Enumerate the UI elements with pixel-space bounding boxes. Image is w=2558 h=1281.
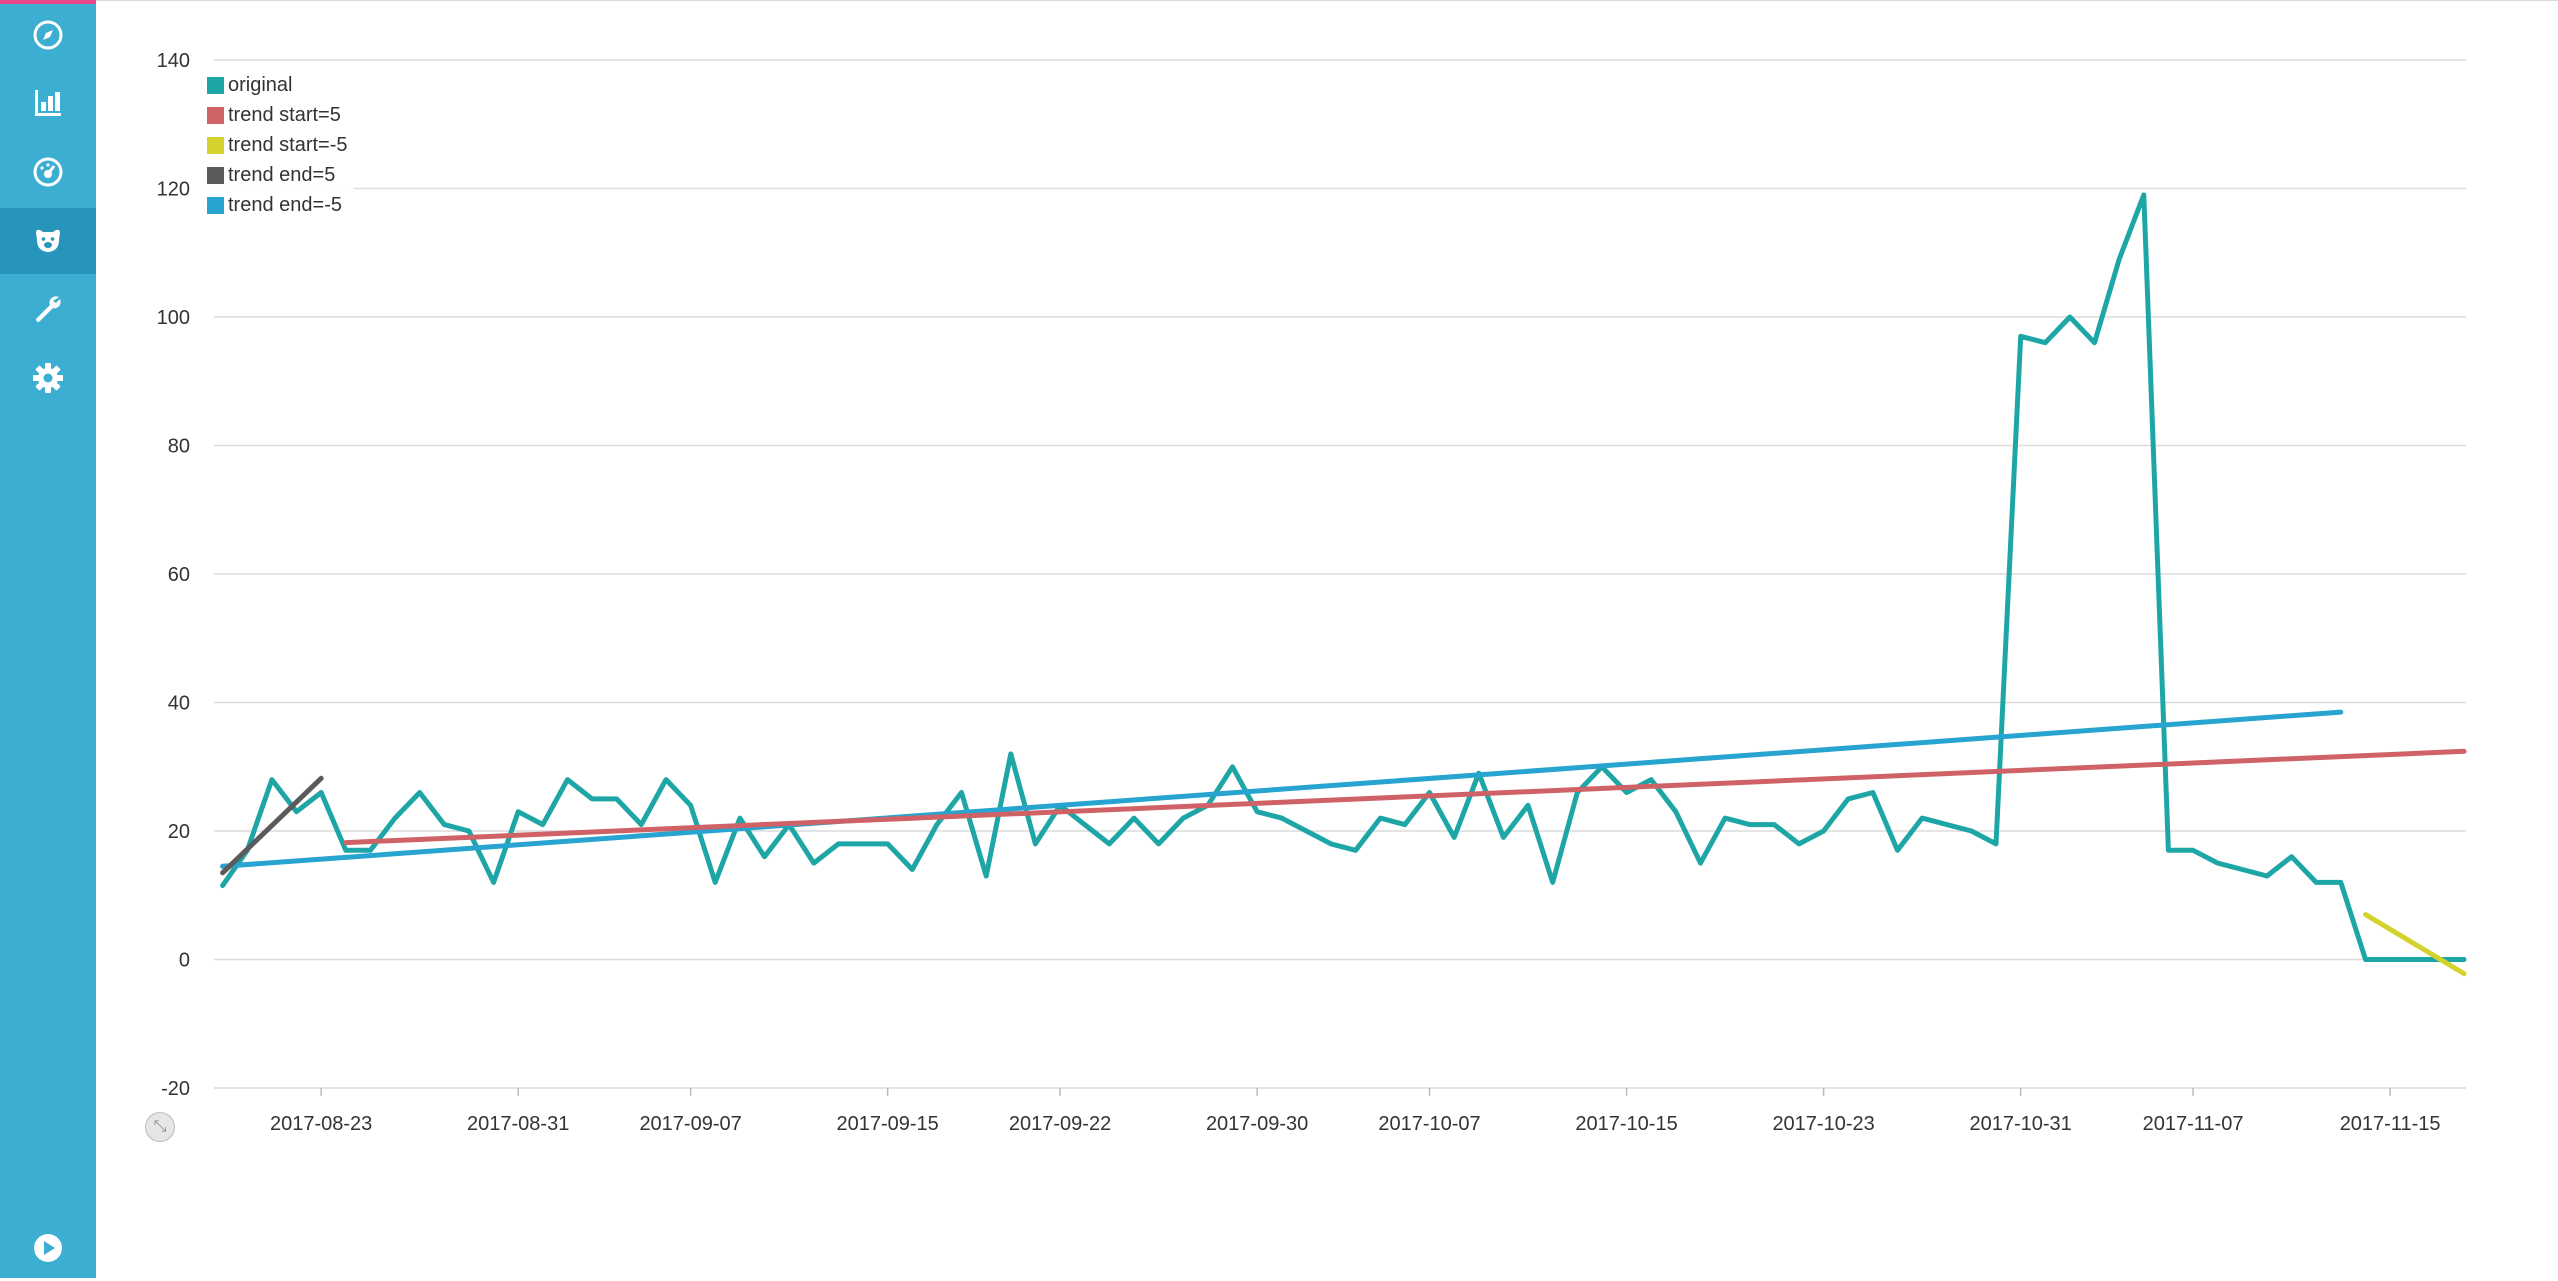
legend-item[interactable]: trend start=5 — [207, 100, 348, 130]
wrench-icon — [36, 296, 61, 322]
series-line-original — [220, 192, 2467, 962]
x-tick-label: 2017-09-30 — [1206, 1113, 1308, 1135]
x-tick-label: 2017-10-15 — [1575, 1113, 1677, 1135]
nav-dashboard[interactable] — [0, 139, 96, 205]
compass-icon — [33, 20, 63, 50]
legend-label: trend end=5 — [228, 163, 336, 186]
y-tick-label: 100 — [157, 307, 190, 329]
x-tick-label: 2017-08-31 — [467, 1113, 569, 1135]
y-tick-label: 40 — [168, 693, 190, 715]
play-icon — [34, 1234, 62, 1262]
legend-swatch — [207, 106, 224, 124]
legend-item[interactable]: trend end=-5 — [207, 190, 348, 220]
y-tick-label: 60 — [168, 564, 190, 586]
legend-swatch — [207, 196, 224, 214]
bar-chart-icon — [35, 90, 61, 116]
y-tick-label: 20 — [168, 821, 190, 843]
reset-zoom-icon: ⤡ — [153, 1118, 167, 1135]
legend-item[interactable]: trend end=5 — [207, 160, 348, 190]
top-border — [96, 0, 2558, 1]
x-tick-label: 2017-11-15 — [2340, 1113, 2441, 1135]
collapse-sidebar-button[interactable] — [0, 1215, 96, 1281]
legend-swatch — [207, 136, 224, 154]
nav-discover[interactable] — [0, 2, 96, 68]
legend-label: original — [228, 73, 293, 96]
x-tick-label: 2017-10-07 — [1378, 1113, 1480, 1135]
series-line-trend-start-5 — [343, 748, 2467, 846]
timelion-chart[interactable]: 140 120 100 80 60 40 20 0 -20 2017-08-23 2017-08-3… — [96, 0, 2558, 1278]
sidebar-accent-bar — [0, 0, 96, 4]
legend-swatch — [207, 76, 224, 94]
series-line-trend-end-5 — [220, 775, 324, 876]
nav-management[interactable] — [0, 345, 96, 411]
series-line-trend-end-5 — [220, 709, 2344, 869]
nav-dev-tools[interactable] — [0, 276, 96, 342]
legend-label: trend end=-5 — [228, 193, 342, 216]
chart-legend: original trend start=5 trend start=-5 trend… — [207, 68, 354, 222]
legend-label: trend start=5 — [228, 103, 341, 126]
reset-zoom-button[interactable]: ⤡ — [145, 1112, 175, 1142]
x-tick-label: 2017-10-23 — [1772, 1113, 1874, 1135]
gear-icon — [33, 363, 63, 393]
legend-label: trend start=-5 — [228, 133, 348, 156]
y-tick-label: 120 — [157, 179, 190, 201]
x-tick-label: 2017-09-15 — [836, 1113, 938, 1135]
legend-item[interactable]: trend start=-5 — [207, 130, 348, 160]
series-line-trend-start-5 — [2363, 912, 2467, 977]
nav-visualize[interactable] — [0, 70, 96, 136]
x-tick-label: 2017-10-31 — [1969, 1113, 2071, 1135]
legend-item[interactable]: original — [207, 70, 348, 100]
dashboard-gauge-icon — [33, 157, 63, 187]
x-tick-label: 2017-09-22 — [1009, 1113, 1111, 1135]
legend-swatch — [207, 166, 224, 184]
nav-timelion[interactable] — [0, 208, 96, 274]
bear-icon — [36, 229, 60, 252]
y-tick-label: 80 — [168, 436, 190, 458]
y-tick-label: -20 — [161, 1078, 190, 1100]
x-tick-label: 2017-09-07 — [639, 1113, 741, 1135]
sidebar — [0, 0, 96, 1278]
y-tick-label: 140 — [157, 50, 190, 72]
x-tick-label: 2017-11-07 — [2143, 1113, 2244, 1135]
y-tick-label: 0 — [179, 950, 190, 972]
x-tick-label: 2017-08-23 — [270, 1113, 372, 1135]
